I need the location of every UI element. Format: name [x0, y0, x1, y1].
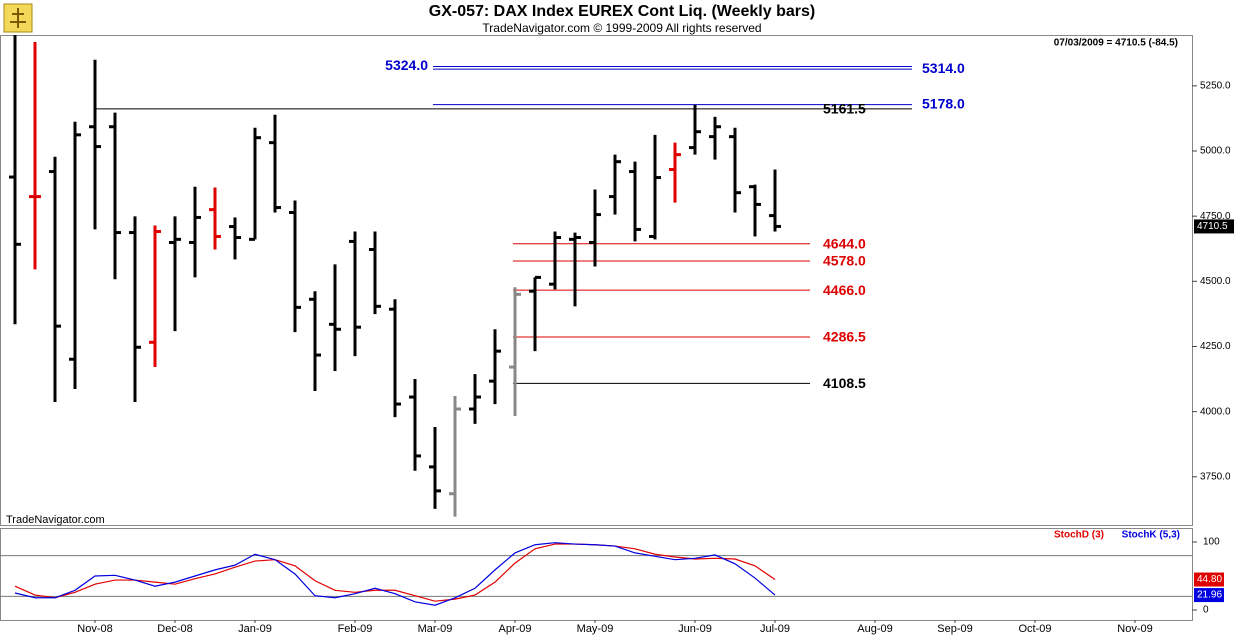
x-tick-label: Nov-08 [77, 623, 112, 635]
x-tick-label: Jul-09 [760, 623, 790, 635]
watermark: TradeNavigator.com [6, 514, 105, 526]
x-tick-label: Oct-09 [1018, 623, 1051, 635]
level-label: 5324.0 [385, 57, 428, 73]
x-tick-label: Nov-09 [1117, 623, 1152, 635]
y-tick-label: 4250.0 [1200, 341, 1231, 352]
stoch-line [14, 543, 776, 602]
stoch-panel [0, 528, 1193, 621]
x-tick-label: Feb-09 [338, 623, 373, 635]
level-label: 4286.5 [823, 329, 866, 345]
legend-entry: StochD (3) [1054, 530, 1104, 541]
x-tick-label: Jun-09 [678, 623, 712, 635]
x-tick-label: Mar-09 [418, 623, 453, 635]
chart-subtitle: TradeNavigator.com © 1999-2009 All right… [482, 21, 761, 35]
last-price-box [1194, 219, 1234, 234]
level-label: 4466.0 [823, 282, 866, 298]
level-label: 5314.0 [922, 60, 965, 76]
level-label: 4108.5 [823, 375, 866, 391]
level-label: 5178.0 [922, 95, 965, 111]
x-tick-label: Apr-09 [498, 623, 531, 635]
y-tick-label: 100 [1203, 537, 1220, 548]
stoch-line [14, 542, 776, 606]
last-value-box [1194, 588, 1224, 603]
price-panel [0, 35, 1193, 526]
logo [3, 3, 33, 33]
y-tick-label: 3750.0 [1200, 471, 1231, 482]
level-label: 4644.0 [823, 235, 866, 251]
x-tick-label: Jan-09 [238, 623, 272, 635]
y-tick-label: 4000.0 [1200, 406, 1231, 417]
y-tick-label: 5250.0 [1200, 80, 1231, 91]
last-price-label: 4710.5 [1197, 221, 1228, 232]
x-tick-label: Dec-08 [157, 623, 192, 635]
y-tick-label: 4750.0 [1200, 211, 1231, 222]
level-label: 5161.5 [823, 101, 866, 117]
level-label: 4578.0 [823, 253, 866, 269]
last-value-box [1194, 572, 1224, 587]
status: 07/03/2009 = 4710.5 (-84.5) [1054, 38, 1178, 49]
x-tick-label: Sep-09 [937, 623, 972, 635]
y-tick-label: 0 [1203, 605, 1209, 616]
x-tick-label: May-09 [577, 623, 614, 635]
chart-title: GX-057: DAX Index EUREX Cont Liq. (Weekl… [429, 3, 815, 20]
last-value-label: 21.96 [1197, 590, 1222, 601]
y-tick-label: 4500.0 [1200, 276, 1231, 287]
legend-entry: StochK (5,3) [1122, 530, 1180, 541]
last-value-label: 44.80 [1197, 574, 1222, 585]
y-tick-label: 5000.0 [1200, 146, 1231, 157]
x-tick-label: Aug-09 [857, 623, 892, 635]
